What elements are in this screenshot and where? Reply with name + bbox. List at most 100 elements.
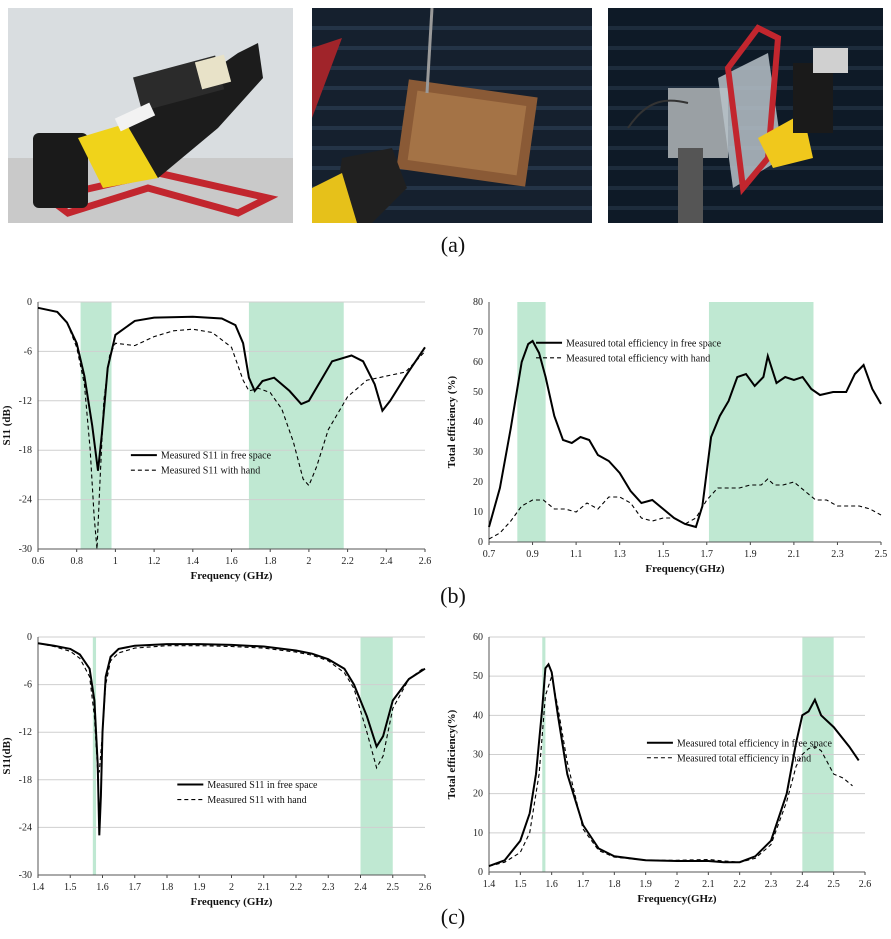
y-tick-label: 0: [27, 632, 32, 643]
x-tick-label: 1.5: [64, 882, 77, 893]
legend-label: Measured total efficiency in free space: [677, 738, 833, 749]
x-tick-label: 1.3: [613, 549, 626, 560]
x-tick-label: 2.1: [258, 882, 271, 893]
x-tick-label: 0.6: [32, 556, 45, 567]
y-tick-label: 70: [473, 327, 483, 338]
x-tick-label: 2: [306, 556, 311, 567]
x-tick-label: 0.7: [483, 549, 496, 560]
x-tick-label: 0.8: [70, 556, 83, 567]
x-tick-label: 1.4: [187, 556, 200, 567]
y-tick-label: 20: [473, 477, 483, 488]
highlight-band: [517, 302, 546, 542]
highlight-band: [360, 637, 393, 875]
x-axis-label: Frequency(GHz): [637, 893, 717, 905]
x-tick-label: 2.6: [419, 556, 432, 567]
x-tick-label: 2.5: [875, 549, 888, 560]
chart-c-efficiency: 0 10 20 30 40 50 60 1.4 1.5 1.6 1.7 1.8 1.9 2 2.1 2.2 2.…: [445, 625, 891, 910]
x-axis-label: Frequency(GHz): [645, 563, 725, 575]
anechoic-chamber-photo-2: [608, 8, 883, 223]
legend-label: Measured total efficiency in free space: [566, 338, 722, 349]
y-tick-label: 40: [473, 710, 483, 721]
legend-label: Measured S11 in free space: [161, 451, 272, 462]
series-line-free-space: [488, 339, 882, 529]
y-tick-label: -18: [19, 775, 32, 786]
y-tick-label: 0: [478, 867, 483, 878]
x-tick-label: 1.8: [264, 556, 277, 567]
y-tick-label: -6: [24, 346, 32, 357]
y-tick-label: 10: [473, 507, 483, 518]
x-tick-label: 2.3: [765, 879, 778, 890]
chart-c-s11: 0 -6 -12 -18 -24 -30 1.4 1.5 1.6 1.7 1.8 1.9 2 2.1 2.2…: [0, 625, 435, 910]
y-tick-label: 80: [473, 297, 483, 308]
chart-b-efficiency: 0 10 20 30 40 50 60 70 80 0.7 0.9 1.1 1.3 1.5 1.7 1.9 2.…: [445, 290, 891, 590]
x-tick-label: 2.2: [341, 556, 354, 567]
y-tick-label: 20: [473, 789, 483, 800]
x-tick-label: 2.6: [419, 882, 432, 893]
panel-label-a: (a): [440, 232, 466, 257]
y-axis-label: Total efficiency (%): [446, 375, 458, 468]
series-line-free-space: [37, 642, 426, 836]
y-tick-label: -24: [19, 822, 32, 833]
x-tick-label: 2.4: [796, 879, 809, 890]
series-line-free-space: [37, 306, 426, 471]
panel-label-c: (c): [440, 904, 466, 929]
highlight-band: [248, 302, 344, 549]
x-tick-label: 1.2: [148, 556, 161, 567]
hand-phantom-photo: [8, 8, 293, 223]
x-tick-label: 2.6: [859, 879, 872, 890]
x-axis-label: Frequency (GHz): [191, 896, 273, 908]
legend-label: Measured S11 with hand: [161, 466, 260, 477]
y-tick-label: -12: [19, 396, 32, 407]
x-tick-label: 1.9: [639, 879, 652, 890]
x-tick-label: 1.8: [161, 882, 174, 893]
x-tick-label: 1.9: [744, 549, 757, 560]
x-tick-label: 1.7: [577, 879, 590, 890]
highlight-band: [92, 637, 97, 875]
x-tick-label: 1.6: [225, 556, 238, 567]
x-tick-label: 1.7: [129, 882, 142, 893]
highlight-band: [80, 302, 112, 549]
x-tick-label: 2: [675, 879, 680, 890]
x-tick-label: 1.1: [570, 549, 583, 560]
x-tick-label: 0.9: [526, 549, 539, 560]
y-tick-label: 30: [473, 750, 483, 761]
y-tick-label: -6: [24, 680, 32, 691]
x-tick-label: 1.5: [514, 879, 527, 890]
y-tick-label: 30: [473, 447, 483, 458]
x-tick-label: 1.9: [193, 882, 206, 893]
highlight-band: [708, 302, 814, 542]
y-tick-label: 10: [473, 828, 483, 839]
x-tick-label: 1.8: [608, 879, 621, 890]
x-tick-label: 1.6: [96, 882, 109, 893]
x-tick-label: 2.3: [322, 882, 335, 893]
series-line-hand: [488, 674, 853, 867]
series-line-hand: [37, 307, 426, 550]
x-tick-label: 2: [229, 882, 234, 893]
legend-label: Measured total efficiency with hand: [566, 353, 710, 364]
y-tick-label: 40: [473, 417, 483, 428]
y-tick-label: 0: [478, 537, 483, 548]
x-tick-label: 1.4: [32, 882, 45, 893]
x-tick-label: 1: [113, 556, 118, 567]
y-tick-label: -24: [19, 495, 32, 506]
x-tick-label: 2.5: [827, 879, 840, 890]
x-tick-label: 2.4: [354, 882, 367, 893]
series-line-hand: [488, 478, 882, 540]
y-tick-label: 0: [27, 297, 32, 308]
anechoic-chamber-photo-1: [312, 8, 592, 223]
legend-label: Measured total efficiency in hand: [677, 753, 811, 764]
x-tick-label: 2.2: [290, 882, 303, 893]
y-tick-label: 50: [473, 387, 483, 398]
y-tick-label: -18: [19, 445, 32, 456]
y-tick-label: -30: [19, 544, 32, 555]
x-tick-label: 1.4: [483, 879, 496, 890]
x-tick-label: 1.6: [545, 879, 558, 890]
chart-b-s11: 0 -6 -12 -18 -24 -30 0.6 0.8 1 1.2 1.4 1.6 1.8 2 2.2 2.…: [0, 290, 435, 590]
legend-label: Measured S11 with hand: [207, 795, 306, 806]
x-tick-label: 2.4: [380, 556, 393, 567]
y-tick-label: 60: [473, 357, 483, 368]
series-line-hand: [37, 642, 426, 773]
x-tick-label: 2.2: [733, 879, 746, 890]
series-line-free-space: [488, 662, 860, 868]
x-tick-label: 2.3: [831, 549, 844, 560]
